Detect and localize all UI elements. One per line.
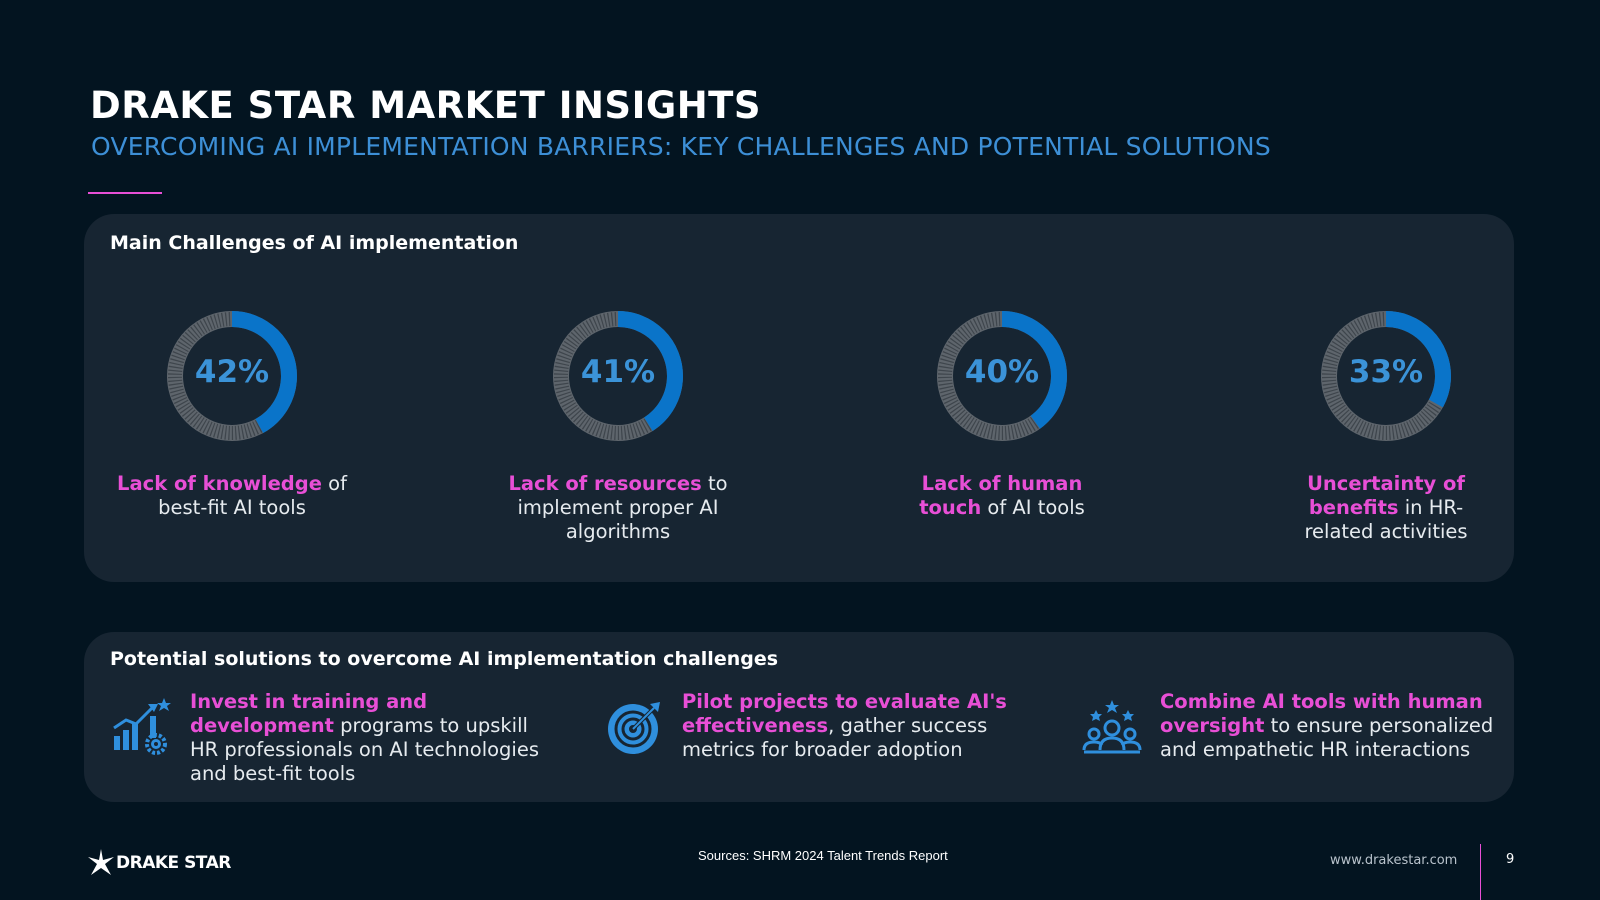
challenge-item: 33% Uncertainty of benefits in HR-relate… bbox=[1246, 306, 1526, 544]
challenge-item: 40% Lack of human touch of AI tools bbox=[862, 306, 1142, 520]
challenge-rest: to implement proper AI algorithms bbox=[517, 472, 728, 543]
challenge-highlight: Uncertainty of benefits bbox=[1307, 472, 1465, 519]
percent-label: 40% bbox=[964, 354, 1040, 390]
solution-highlight: Invest in training and development bbox=[190, 690, 428, 737]
donut-chart bbox=[553, 311, 683, 441]
solutions-panel: Potential solutions to overcome AI imple… bbox=[84, 632, 1514, 802]
solution-rest: , gather success metrics for broader ado… bbox=[682, 714, 988, 761]
donut-value-arc bbox=[1321, 311, 1451, 441]
challenge-item: 41% Lack of resources to implement prope… bbox=[478, 306, 758, 544]
solution-highlight: Combine AI tools with human oversight bbox=[1160, 690, 1483, 737]
website-link[interactable]: www.drakestar.com bbox=[1330, 853, 1458, 868]
challenges-panel: Main Challenges of AI implementation 42%… bbox=[84, 214, 1514, 582]
challenge-rest: of AI tools bbox=[981, 496, 1085, 519]
percent-label: 41% bbox=[580, 354, 656, 390]
accent-divider bbox=[88, 192, 162, 194]
percent-label: 33% bbox=[1348, 354, 1424, 390]
challenge-highlight: Lack of resources bbox=[508, 472, 702, 495]
challenge-highlight: Lack of knowledge bbox=[117, 472, 322, 495]
brand-name: DRAKE STAR bbox=[116, 853, 231, 873]
donut-chart bbox=[167, 311, 297, 441]
challenge-item: 42% Lack of knowledge of best-fit AI too… bbox=[92, 306, 372, 520]
donut-value-arc bbox=[937, 311, 1067, 441]
challenge-description: Lack of resources to implement proper AI… bbox=[478, 472, 758, 544]
solution-rest: to ensure personalized and empathetic HR… bbox=[1160, 714, 1494, 761]
challenge-description: Uncertainty of benefits in HR-related ac… bbox=[1246, 472, 1526, 544]
donut-value-arc bbox=[167, 311, 297, 441]
sources-note: Sources: SHRM 2024 Talent Trends Report bbox=[698, 848, 948, 863]
growth-chart-gear-icon bbox=[113, 698, 171, 755]
target-gear-icon bbox=[608, 702, 660, 754]
donut-value-arc bbox=[553, 311, 683, 441]
star-burst-icon bbox=[88, 849, 114, 875]
donut-chart bbox=[1321, 311, 1451, 441]
drake-star-logo[interactable]: DRAKE STAR bbox=[88, 848, 231, 878]
page-subtitle: OVERCOMING AI IMPLEMENTATION BARRIERS: K… bbox=[91, 132, 1271, 161]
solution-rest: programs to upskill HR professionals on … bbox=[190, 714, 540, 785]
solution-description: Pilot projects to evaluate AI's effectiv… bbox=[682, 690, 1012, 762]
challenge-highlight: Lack of human touch bbox=[919, 472, 1083, 519]
challenges-heading: Main Challenges of AI implementation bbox=[110, 232, 519, 254]
footer-divider bbox=[1480, 844, 1481, 900]
solution-description: Combine AI tools with human oversight to… bbox=[1160, 690, 1500, 762]
solutions-heading: Potential solutions to overcome AI imple… bbox=[110, 648, 779, 670]
page-number: 9 bbox=[1506, 852, 1515, 867]
percent-label: 42% bbox=[194, 354, 270, 390]
challenge-rest: of best-fit AI tools bbox=[158, 472, 347, 519]
donut-chart bbox=[937, 311, 1067, 441]
solution-description: Invest in training and development progr… bbox=[190, 690, 540, 786]
team-stars-icon bbox=[1082, 700, 1142, 754]
page-title: DRAKE STAR MARKET INSIGHTS bbox=[90, 84, 762, 127]
solution-highlight: Pilot projects to evaluate AI's effectiv… bbox=[682, 690, 1007, 737]
challenge-description: Lack of human touch of AI tools bbox=[862, 472, 1142, 520]
challenge-rest: in HR-related activities bbox=[1304, 496, 1468, 543]
challenge-description: Lack of knowledge of best-fit AI tools bbox=[92, 472, 372, 520]
